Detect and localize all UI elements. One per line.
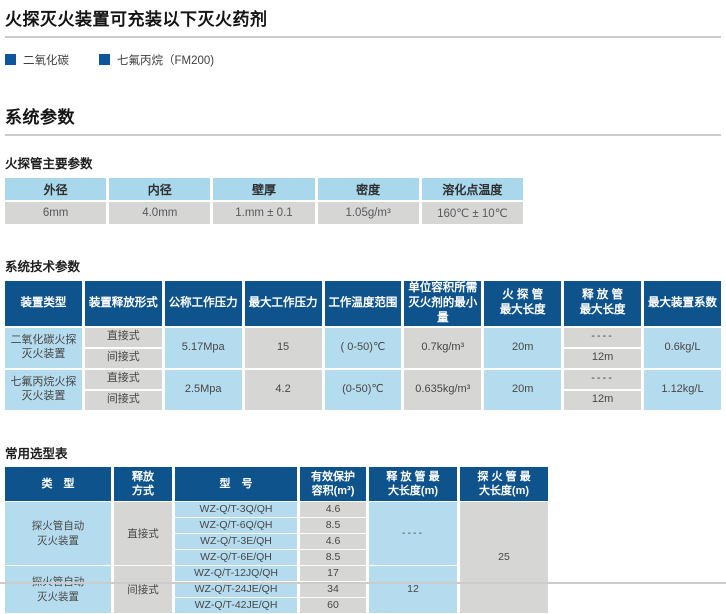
table-row: WZ-Q/T-3E/QH 4.6 xyxy=(5,533,548,549)
col-header-release-mode: 释放 方式 xyxy=(114,466,172,501)
table-row: 探火管自动 灭火装置 直接式 WZ-Q/T-3Q/QH 4.6 ---- 25 xyxy=(5,501,548,613)
max-pressure-cell: 15 xyxy=(244,327,322,368)
header-row: 类 型 释放 方式 型 号 有效保护 容积(m³) 释 放 管 最 大长度(m)… xyxy=(5,466,548,501)
header-row: 装置类型 装置释放形式 公称工作压力 最大工作压力 工作温度范围 单位容积所需 … xyxy=(5,281,721,326)
document-page: 火探灭火装置可充装以下灭火药剂 二氧化碳 七氟丙烷（FM200) 系统参数 火探… xyxy=(0,10,726,613)
page-title: 火探灭火装置可充装以下灭火药剂 xyxy=(5,10,268,29)
selection-table-title: 常用选型表 xyxy=(5,446,68,461)
legend-label: 二氧化碳 xyxy=(23,54,69,67)
table-row: WZ-Q/T-6E/QH 8.5 xyxy=(5,549,548,565)
temp-range-cell: ( 0-50)℃ xyxy=(324,327,402,368)
release-mode-cell: 间接式 xyxy=(114,565,172,613)
table-row: 间接式 12m xyxy=(5,390,721,410)
agent-legend: 二氧化碳 七氟丙烷（FM200) xyxy=(5,52,721,68)
release-form-cell: 直接式 xyxy=(84,327,162,347)
release-form-cell: 直接式 xyxy=(84,369,162,389)
device-coeff-cell: 1.12kg/L xyxy=(644,369,721,410)
table-row: 间接式 12m xyxy=(5,348,721,368)
legend-label: 七氟丙烷（FM200) xyxy=(117,54,215,67)
col-header-temp-range: 工作温度范围 xyxy=(324,281,402,326)
selection-table: 类 型 释放 方式 型 号 有效保护 容积(m³) 释 放 管 最 大长度(m)… xyxy=(2,466,551,614)
min-agent-cell: 0.7kg/m³ xyxy=(404,327,482,368)
nominal-pressure-cell: 5.17Mpa xyxy=(164,327,242,368)
blue-square-icon xyxy=(5,54,16,65)
header-row: 外径 内径 壁厚 密度 溶化点温度 xyxy=(5,178,523,200)
volume-cell: 60 xyxy=(300,597,366,613)
release-tube-max-cell: 12 xyxy=(369,565,457,613)
blue-square-icon xyxy=(99,54,110,65)
col-header-min-agent: 单位容积所需 灭火剂的最小量 xyxy=(404,281,482,326)
volume-cell: 8.5 xyxy=(300,517,366,533)
model-cell: WZ-Q/T-12JQ/QH xyxy=(175,565,297,581)
tube-params-title: 火探管主要参数 xyxy=(5,157,93,171)
value-density: 1.05g/m³ xyxy=(317,202,419,224)
model-cell: WZ-Q/T-6E/QH xyxy=(175,549,297,565)
volume-cell: 34 xyxy=(300,581,366,597)
model-cell: WZ-Q/T-42JE/QH xyxy=(175,597,297,613)
col-header-max-pressure: 最大工作压力 xyxy=(244,281,322,326)
model-cell: WZ-Q/T-3E/QH xyxy=(175,533,297,549)
col-header-inner-diameter: 内径 xyxy=(109,178,211,200)
system-params-table: 装置类型 装置释放形式 公称工作压力 最大工作压力 工作温度范围 单位容积所需 … xyxy=(2,279,724,412)
volume-cell: 8.5 xyxy=(300,549,366,565)
release-tube-max-cell: ---- xyxy=(564,369,641,389)
table-row: 二氧化碳火探 灭火装置 直接式 5.17Mpa 15 ( 0-50)℃ 0.7k… xyxy=(5,327,721,368)
legend-item-co2: 二氧化碳 xyxy=(5,52,69,68)
col-header-release-form: 装置释放形式 xyxy=(84,281,162,326)
volume-cell: 4.6 xyxy=(300,533,366,549)
col-header-detect-tube-max: 探 火 管 最 大长度(m) xyxy=(460,466,548,501)
release-tube-max-cell: ---- xyxy=(564,327,641,347)
model-cell: WZ-Q/T-24JE/QH xyxy=(175,581,297,597)
release-form-cell: 间接式 xyxy=(84,348,162,368)
volume-cell: 17 xyxy=(300,565,366,581)
max-pressure-cell: 4.2 xyxy=(244,369,322,410)
type-cell: 探火管自动 灭火装置 xyxy=(5,565,111,613)
legend-item-fm200: 七氟丙烷（FM200) xyxy=(99,52,214,68)
device-type-cell: 七氟丙烷火探 灭火装置 xyxy=(5,369,82,410)
section-divider xyxy=(5,134,721,136)
value-wall-thickness: 1.mm ± 0.1 xyxy=(213,202,315,224)
tube-params-table: 外径 内径 壁厚 密度 溶化点温度 6mm 4.0mm 1.mm ± 0.1 1… xyxy=(2,176,526,226)
device-type-cell: 二氧化碳火探 灭火装置 xyxy=(5,327,82,368)
col-header-detect-tube-max: 火 探 管 最大长度 xyxy=(484,281,562,326)
col-header-type: 类 型 xyxy=(5,466,111,501)
section-title: 系统参数 xyxy=(5,108,75,127)
temp-range-cell: (0-50)℃ xyxy=(324,369,402,410)
table-row: 七氟丙烷火探 灭火装置 直接式 2.5Mpa 4.2 (0-50)℃ 0.635… xyxy=(5,369,721,410)
table-row: WZ-Q/T-6Q/QH 8.5 xyxy=(5,517,548,533)
value-melting-temp: 160℃ ± 10℃ xyxy=(421,202,523,224)
value-outer-diameter: 6mm xyxy=(5,202,107,224)
detect-tube-max-cell: 20m xyxy=(484,327,562,368)
release-form-cell: 间接式 xyxy=(84,390,162,410)
detect-tube-max-cell: 25 xyxy=(460,501,548,613)
col-header-release-tube-max: 释 放 管 最大长度 xyxy=(564,281,641,326)
release-tube-max-cell: ---- xyxy=(369,501,457,565)
system-params-title: 系统技术参数 xyxy=(5,260,81,274)
col-header-device-coeff: 最大装置系数 xyxy=(644,281,721,326)
min-agent-cell: 0.635kg/m³ xyxy=(404,369,482,410)
value-row: 6mm 4.0mm 1.mm ± 0.1 1.05g/m³ 160℃ ± 10℃ xyxy=(5,202,523,224)
col-header-device-type: 装置类型 xyxy=(5,281,82,326)
page-bottom-divider xyxy=(0,582,726,584)
col-header-density: 密度 xyxy=(317,178,419,200)
col-header-outer-diameter: 外径 xyxy=(5,178,107,200)
col-header-model: 型 号 xyxy=(175,466,297,501)
detect-tube-max-cell: 20m xyxy=(484,369,562,410)
nominal-pressure-cell: 2.5Mpa xyxy=(164,369,242,410)
type-cell: 探火管自动 灭火装置 xyxy=(5,501,111,565)
col-header-melting-temp: 溶化点温度 xyxy=(421,178,523,200)
title-divider xyxy=(5,36,721,38)
col-header-wall-thickness: 壁厚 xyxy=(213,178,315,200)
model-cell: WZ-Q/T-3Q/QH xyxy=(175,501,297,517)
volume-cell: 4.6 xyxy=(300,501,366,517)
col-header-nominal-pressure: 公称工作压力 xyxy=(164,281,242,326)
model-cell: WZ-Q/T-6Q/QH xyxy=(175,517,297,533)
release-mode-cell: 直接式 xyxy=(114,501,172,565)
release-tube-max-cell: 12m xyxy=(564,390,641,410)
value-inner-diameter: 4.0mm xyxy=(109,202,211,224)
col-header-release-tube-max: 释 放 管 最 大长度(m) xyxy=(369,466,457,501)
release-tube-max-cell: 12m xyxy=(564,348,641,368)
col-header-protect-volume: 有效保护 容积(m³) xyxy=(300,466,366,501)
device-coeff-cell: 0.6kg/L xyxy=(644,327,721,368)
